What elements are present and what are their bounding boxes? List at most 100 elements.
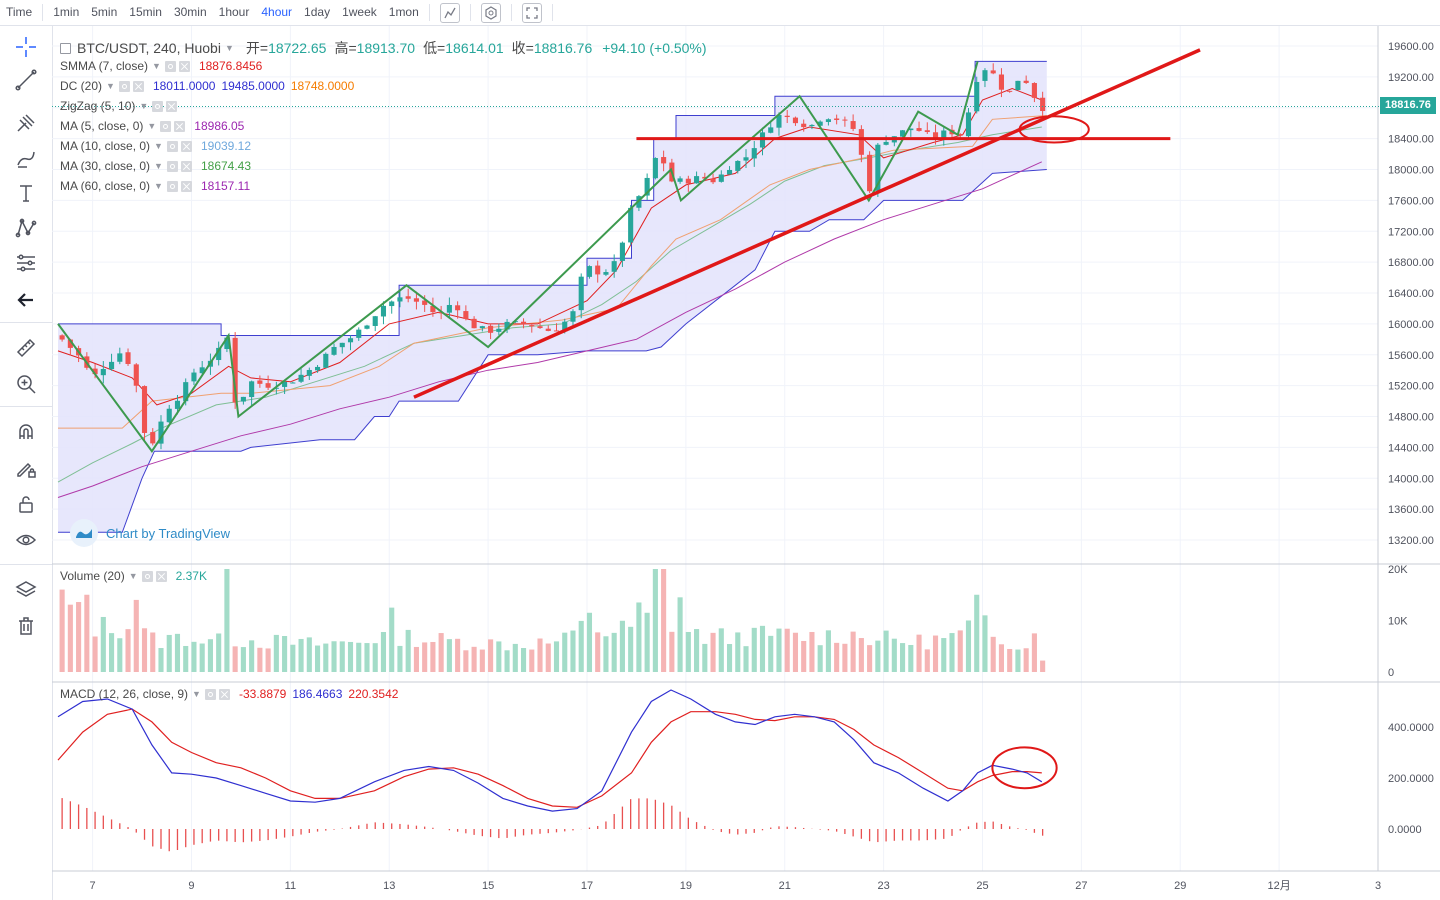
indicator-name[interactable]: ZigZag (5, 10) bbox=[60, 99, 136, 113]
crosshair-icon[interactable] bbox=[12, 33, 40, 61]
layers-icon[interactable] bbox=[12, 576, 40, 604]
settings-icon[interactable] bbox=[118, 80, 130, 92]
settings-icon[interactable] bbox=[164, 60, 176, 72]
chart-style-icon[interactable] bbox=[439, 2, 460, 23]
candle-body bbox=[784, 115, 790, 118]
settings-icon[interactable] bbox=[152, 100, 164, 112]
pattern-icon[interactable] bbox=[12, 214, 40, 242]
open-label: 开= bbox=[245, 40, 269, 56]
lock-drawing-icon[interactable] bbox=[12, 454, 40, 482]
price-tick-label: 15200.00 bbox=[1388, 381, 1434, 393]
volume-bar bbox=[867, 645, 873, 672]
indicator-name[interactable]: MA (5, close, 0) bbox=[60, 119, 144, 133]
close-icon[interactable] bbox=[174, 120, 186, 132]
indicator-name[interactable]: DC (20) bbox=[60, 79, 103, 93]
close-icon[interactable] bbox=[178, 60, 190, 72]
interval-1min-button[interactable]: 1min bbox=[53, 5, 80, 19]
price-tick-label: 13600.00 bbox=[1388, 504, 1434, 516]
candle-body bbox=[801, 123, 807, 128]
candle-body bbox=[240, 396, 246, 402]
trash-icon[interactable] bbox=[12, 612, 40, 640]
candle-body bbox=[109, 361, 115, 370]
close-icon[interactable] bbox=[166, 100, 178, 112]
indicator-name[interactable]: MA (60, close, 0) bbox=[60, 179, 151, 193]
interval-1mon-button[interactable]: 1mon bbox=[388, 5, 419, 19]
volume-bar bbox=[397, 645, 403, 672]
fib-icon[interactable] bbox=[12, 249, 40, 277]
indicator-name[interactable]: MA (30, close, 0) bbox=[60, 159, 151, 173]
close-icon[interactable] bbox=[218, 688, 230, 700]
chevron-down-icon[interactable]: ▼ bbox=[224, 43, 234, 53]
interval-5min-button[interactable]: 5min bbox=[91, 5, 118, 19]
settings-icon[interactable] bbox=[166, 140, 178, 152]
chevron-down-icon[interactable]: ▼ bbox=[106, 81, 115, 91]
indicator-name[interactable]: SMMA (7, close) bbox=[60, 59, 149, 73]
trendline-icon[interactable] bbox=[12, 66, 40, 94]
chevron-down-icon[interactable]: ▼ bbox=[152, 61, 161, 71]
interval-15min-button[interactable]: 15min bbox=[129, 5, 162, 19]
volume-bar bbox=[529, 649, 535, 672]
volume-bar bbox=[405, 629, 411, 672]
ruler-icon[interactable] bbox=[12, 334, 40, 362]
settings-icon[interactable] bbox=[166, 160, 178, 172]
chart-canvas[interactable]: 19600.0019200.0018800.0018400.0018000.00… bbox=[52, 26, 1440, 900]
close-icon[interactable] bbox=[132, 80, 144, 92]
candle-body bbox=[611, 261, 617, 272]
brush-icon[interactable] bbox=[12, 144, 40, 172]
interval-1week-button[interactable]: 1week bbox=[342, 5, 377, 19]
close-icon[interactable] bbox=[180, 140, 192, 152]
volume-bar bbox=[240, 647, 246, 672]
back-arrow-icon[interactable] bbox=[12, 286, 40, 314]
magnet-icon[interactable] bbox=[12, 418, 40, 446]
collapse-icon[interactable] bbox=[60, 42, 71, 54]
settings-icon[interactable] bbox=[480, 2, 501, 23]
chevron-down-icon[interactable]: ▼ bbox=[154, 161, 163, 171]
chevron-down-icon[interactable]: ▼ bbox=[128, 571, 138, 581]
close-icon[interactable] bbox=[155, 570, 167, 582]
drawing-toolbar bbox=[0, 26, 53, 900]
indicator-value: 18674.43 bbox=[200, 159, 252, 173]
close-icon[interactable] bbox=[180, 180, 192, 192]
macd-legend-name[interactable]: MACD (12, 26, close, 9) bbox=[60, 687, 189, 701]
settings-icon[interactable] bbox=[141, 570, 153, 582]
volume-bar bbox=[611, 632, 617, 672]
volume-bar bbox=[323, 643, 329, 672]
volume-bar bbox=[389, 607, 395, 672]
chevron-down-icon[interactable]: ▼ bbox=[154, 181, 163, 191]
candle-body bbox=[875, 144, 881, 191]
tradingview-watermark[interactable]: Chart by TradingView bbox=[70, 519, 230, 547]
interval-time-button[interactable]: Time bbox=[6, 5, 33, 19]
chevron-down-icon[interactable]: ▼ bbox=[154, 141, 163, 151]
volume-legend-name[interactable]: Volume (20) bbox=[60, 569, 125, 583]
chevron-down-icon[interactable]: ▼ bbox=[147, 121, 157, 131]
volume-bar bbox=[430, 641, 436, 672]
volume-bar bbox=[570, 630, 576, 672]
chevron-down-icon[interactable]: ▼ bbox=[192, 689, 201, 699]
ellipse-drawing bbox=[1018, 115, 1090, 144]
candle-body bbox=[661, 157, 667, 164]
candle-body bbox=[282, 381, 288, 387]
candle-body bbox=[850, 121, 856, 129]
interval-1day-button[interactable]: 1day bbox=[304, 5, 331, 19]
candle-body bbox=[809, 124, 815, 127]
settings-icon[interactable] bbox=[160, 120, 172, 132]
close-icon[interactable] bbox=[180, 160, 192, 172]
candle-body bbox=[224, 337, 230, 350]
fullscreen-icon[interactable] bbox=[521, 2, 542, 23]
chevron-down-icon[interactable]: ▼ bbox=[139, 101, 149, 111]
zoom-in-icon[interactable] bbox=[12, 370, 40, 398]
lock-icon[interactable] bbox=[12, 490, 40, 518]
settings-icon[interactable] bbox=[166, 180, 178, 192]
settings-icon[interactable] bbox=[204, 688, 216, 700]
toolbar-divider bbox=[469, 4, 471, 21]
indicator-value: 18986.05 bbox=[194, 119, 245, 133]
text-icon[interactable] bbox=[12, 179, 40, 207]
symbol-title[interactable]: BTC/USDT, 240, Huobi bbox=[77, 40, 221, 56]
interval-1hour-button[interactable]: 1hour bbox=[218, 5, 250, 19]
interval-30min-button[interactable]: 30min bbox=[173, 5, 207, 19]
interval-4hour-button[interactable]: 4hour bbox=[261, 5, 293, 19]
indicator-name[interactable]: MA (10, close, 0) bbox=[60, 139, 151, 153]
pitchfork-icon[interactable] bbox=[12, 109, 40, 137]
eye-icon[interactable] bbox=[12, 526, 40, 554]
indicator-legend-row: DC (20) ▼ 18011.0000 19485.0000 18748.0000 bbox=[60, 79, 354, 93]
